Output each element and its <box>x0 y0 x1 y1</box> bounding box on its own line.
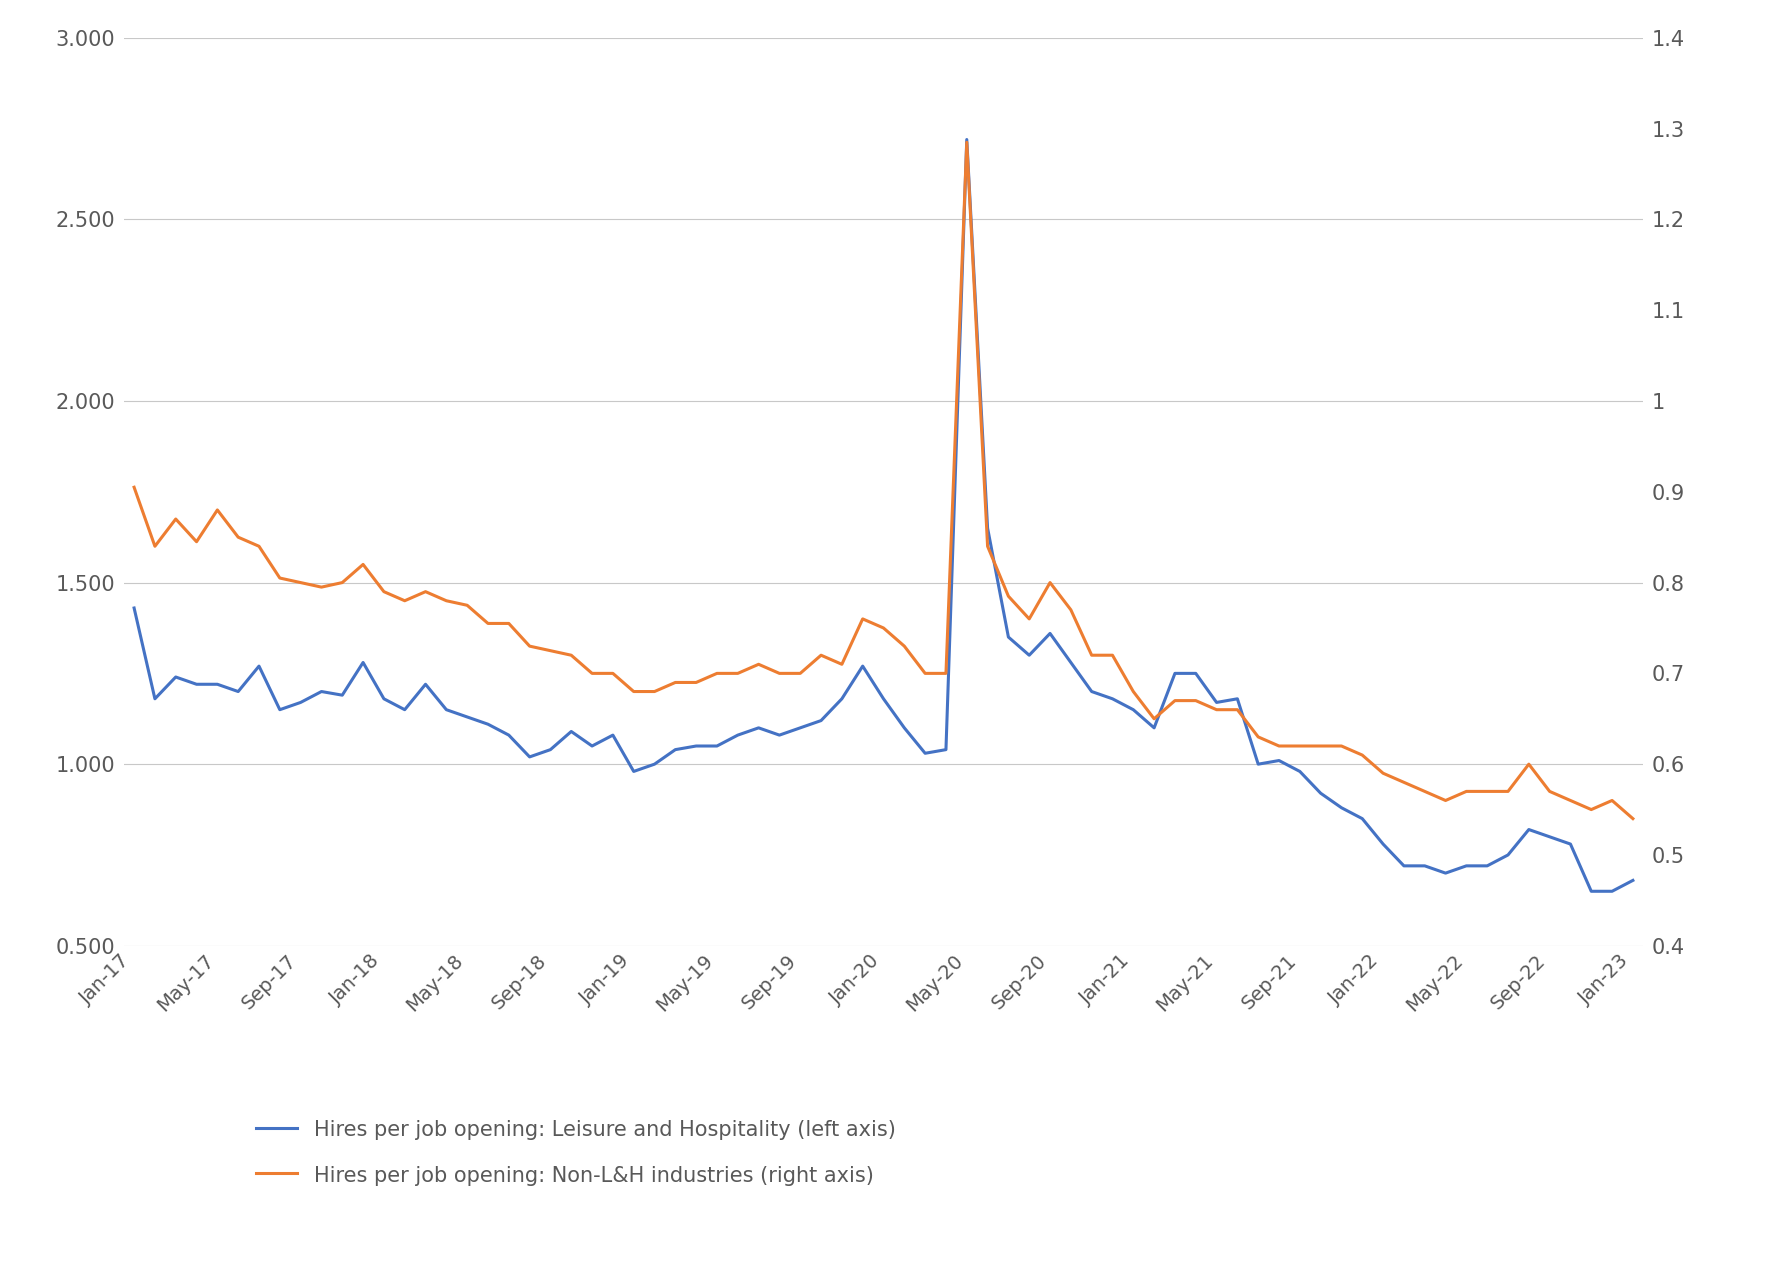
Hires per job opening: Leisure and Hospitality (left axis): (63, 0.7): Leisure and Hospitality (left axis): (63… <box>1435 865 1456 880</box>
Hires per job opening: Leisure and Hospitality (left axis): (66, 0.75): Leisure and Hospitality (left axis): (66… <box>1497 847 1518 863</box>
Hires per job opening: Non-L&H industries (right axis): (40, 1.28): Non-L&H industries (right axis): (40, 1.… <box>956 135 977 150</box>
Hires per job opening: Non-L&H industries (right axis): (36, 0.75): Non-L&H industries (right axis): (36, 0.… <box>873 620 894 636</box>
Hires per job opening: Non-L&H industries (right axis): (0, 0.905): Non-L&H industries (right axis): (0, 0.9… <box>124 479 145 494</box>
Hires per job opening: Non-L&H industries (right axis): (16, 0.775): Non-L&H industries (right axis): (16, 0.… <box>456 598 477 613</box>
Hires per job opening: Leisure and Hospitality (left axis): (36, 1.18): Leisure and Hospitality (left axis): (36… <box>873 691 894 706</box>
Hires per job opening: Leisure and Hospitality (left axis): (72, 0.68): Leisure and Hospitality (left axis): (72… <box>1622 873 1643 888</box>
Line: Hires per job opening: Non-L&H industries (right axis): Hires per job opening: Non-L&H industrie… <box>134 142 1633 818</box>
Hires per job opening: Leisure and Hospitality (left axis): (61, 0.72): Leisure and Hospitality (left axis): (61… <box>1394 859 1415 874</box>
Hires per job opening: Leisure and Hospitality (left axis): (0, 1.43): Leisure and Hospitality (left axis): (0,… <box>124 600 145 615</box>
Line: Hires per job opening: Leisure and Hospitality (left axis): Hires per job opening: Leisure and Hospi… <box>134 140 1633 892</box>
Hires per job opening: Non-L&H industries (right axis): (24, 0.68): Non-L&H industries (right axis): (24, 0.… <box>624 683 645 699</box>
Hires per job opening: Non-L&H industries (right axis): (72, 0.54): Non-L&H industries (right axis): (72, 0.… <box>1622 811 1643 826</box>
Hires per job opening: Non-L&H industries (right axis): (61, 0.58): Non-L&H industries (right axis): (61, 0.… <box>1394 774 1415 789</box>
Legend: Hires per job opening: Leisure and Hospitality (left axis), Hires per job openin: Hires per job opening: Leisure and Hospi… <box>256 1120 896 1185</box>
Hires per job opening: Non-L&H industries (right axis): (63, 0.56): Non-L&H industries (right axis): (63, 0.… <box>1435 793 1456 808</box>
Hires per job opening: Leisure and Hospitality (left axis): (16, 1.13): Leisure and Hospitality (left axis): (16… <box>456 710 477 725</box>
Hires per job opening: Leisure and Hospitality (left axis): (24, 0.98): Leisure and Hospitality (left axis): (24… <box>624 764 645 779</box>
Hires per job opening: Leisure and Hospitality (left axis): (70, 0.65): Leisure and Hospitality (left axis): (70… <box>1581 884 1603 899</box>
Hires per job opening: Leisure and Hospitality (left axis): (40, 2.72): Leisure and Hospitality (left axis): (40… <box>956 132 977 148</box>
Hires per job opening: Non-L&H industries (right axis): (66, 0.57): Non-L&H industries (right axis): (66, 0.… <box>1497 784 1518 799</box>
